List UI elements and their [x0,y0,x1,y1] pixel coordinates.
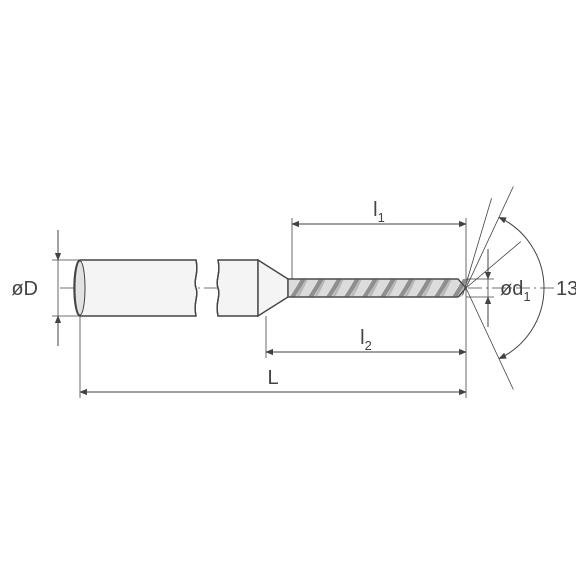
label-D: øD [11,278,38,300]
label-angle: 130° [556,278,576,300]
label-l2: l2 [360,327,372,353]
label-L: L [267,367,278,389]
label-d1: ød1 [500,278,531,304]
label-l1: l1 [373,199,385,225]
